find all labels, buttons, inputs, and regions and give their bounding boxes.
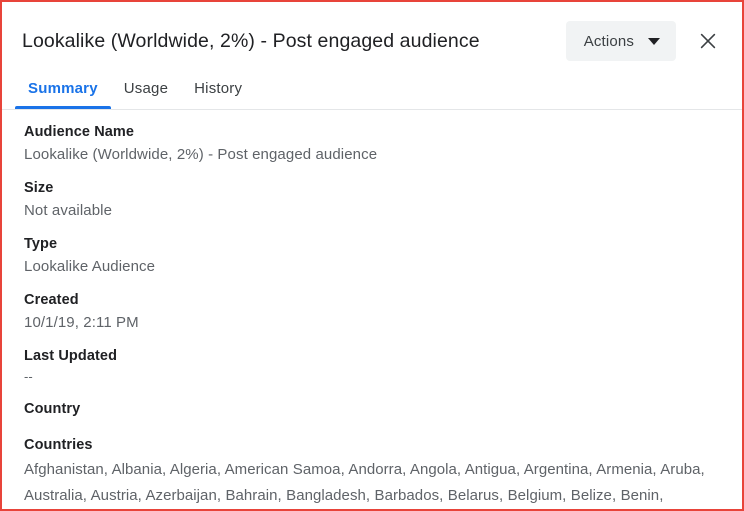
field-countries: Countries Afghanistan, Albania, Algeria,… [24, 435, 724, 509]
field-label-type: Type [24, 236, 58, 252]
tab-history[interactable]: History [181, 80, 255, 108]
field-label-size: Size [24, 180, 54, 196]
field-value-last-updated: -- [24, 369, 33, 384]
field-audience-name: Audience Name Lookalike (Worldwide, 2%) … [24, 122, 724, 165]
field-label-countries: Countries [24, 437, 93, 453]
page-title: Lookalike (Worldwide, 2%) - Post engaged… [22, 30, 480, 52]
field-last-updated: Last Updated -- [24, 346, 724, 386]
field-value-audience-name: Lookalike (Worldwide, 2%) - Post engaged… [24, 146, 378, 163]
chevron-down-icon [648, 37, 660, 45]
field-value-countries: Afghanistan, Albania, Algeria, American … [24, 461, 705, 504]
summary-tab-content: Audience Name Lookalike (Worldwide, 2%) … [2, 110, 742, 509]
field-created: Created 10/1/19, 2:11 PM [24, 290, 724, 333]
close-icon [700, 33, 716, 49]
field-label-last-updated: Last Updated [24, 348, 118, 364]
field-size: Size Not available [24, 178, 724, 221]
tab-bar-divider [2, 109, 742, 110]
tab-history-label: History [194, 80, 243, 97]
field-value-type: Lookalike Audience [24, 258, 156, 275]
field-type: Type Lookalike Audience [24, 234, 724, 277]
field-label-audience-name: Audience Name [24, 124, 135, 140]
actions-button-label: Actions [583, 32, 634, 50]
active-tab-indicator [15, 106, 111, 110]
field-label-country: Country [24, 401, 81, 417]
tab-summary-label: Summary [28, 80, 98, 97]
field-label-created: Created [24, 292, 79, 308]
tab-summary[interactable]: Summary [15, 80, 111, 110]
tab-bar: Summary Usage History [2, 80, 742, 110]
field-value-size: Not available [24, 202, 113, 219]
actions-button[interactable]: Actions [565, 21, 676, 61]
panel-header: Lookalike (Worldwide, 2%) - Post engaged… [2, 2, 742, 80]
field-value-created: 10/1/19, 2:11 PM [24, 314, 139, 331]
field-country: Country [24, 399, 724, 419]
tab-usage[interactable]: Usage [111, 80, 181, 108]
tab-usage-label: Usage [123, 80, 169, 97]
close-button[interactable] [688, 21, 728, 61]
